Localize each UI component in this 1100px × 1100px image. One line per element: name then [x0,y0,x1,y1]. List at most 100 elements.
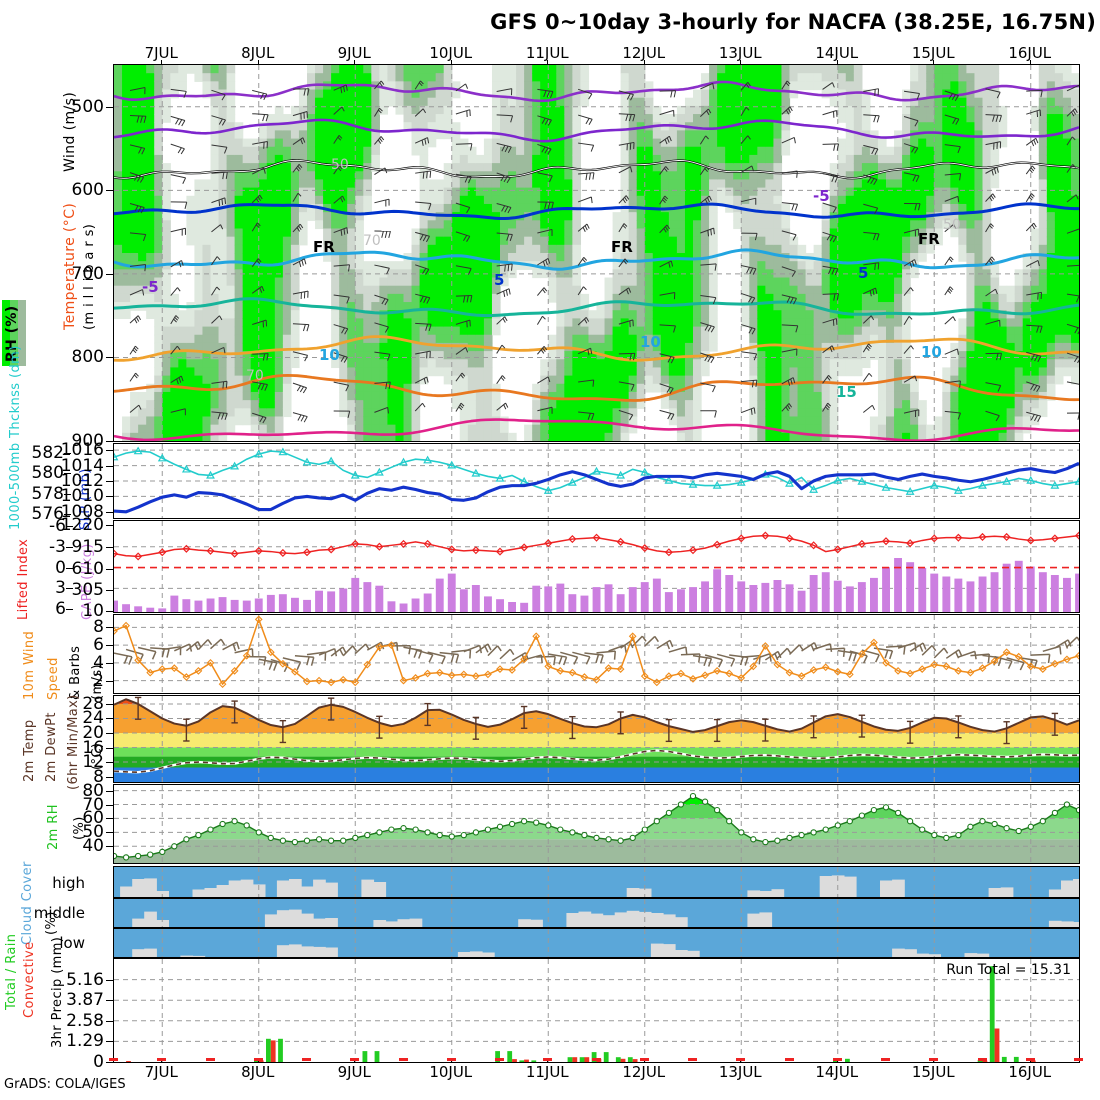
lifted-index-tick--3: -3 [49,536,66,557]
axis-tick [106,703,113,705]
time-tick [740,60,742,65]
time-label-bottom-12JUL: 12JUL [622,1063,666,1081]
time-minor-tick [591,1058,601,1061]
contour-label-6: 5 [858,264,869,282]
time-minor-tick [109,1058,118,1061]
axis-tick [106,718,113,720]
time-minor-tick [977,1058,987,1061]
rh2m-tick-80: 80 [82,780,104,801]
contour-label-13: 70 [246,368,264,384]
time-tick [161,60,163,65]
temp2m-tick-20: 20 [82,723,104,743]
rh2m-tick-40: 40 [82,836,104,857]
contour-label-7: 10 [319,346,340,364]
axis-tick [106,496,113,498]
contour-label-10: 15 [836,383,857,401]
time-minor-tick [688,1058,697,1061]
time-label-bottom-14JUL: 14JUL [815,1063,859,1081]
axis-tick [106,190,113,192]
axis-tick [106,106,113,108]
temp2m-label: 2m Temp [22,719,37,782]
precip-total-label: Total / Rain [4,933,19,1010]
axis-tick [106,465,113,467]
cloud-row-label-high: high [52,874,85,892]
contour-label-9: 10 [921,343,942,361]
time-minor-tick [157,1058,167,1061]
lifted-index-tick--6: -6 [49,515,66,536]
pressure-tick-800: 800 [71,347,104,368]
axis-tick [106,832,113,834]
cloud-high-panel[interactable] [113,866,1080,898]
contour-label-5: 5 [494,271,505,289]
pressure-tick-500: 500 [71,96,104,117]
lifted-index-tick-0: 0 [55,557,66,578]
lifted-index-label: Lifted Index [16,538,31,620]
upper-air-panel[interactable] [113,64,1080,442]
slp-tick-1016: 1016 [60,440,104,461]
time-tick [933,60,935,65]
time-label-bottom-11JUL: 11JUL [525,1063,569,1081]
axis-tick [106,680,113,682]
pressure-tick-600: 600 [71,180,104,201]
time-label-top-8JUL: 8JUL [241,44,275,62]
cape-tick-915: 915 [71,536,104,557]
thickness-tick-576: 576 [31,503,64,524]
time-label-bottom-16JUL: 16JUL [1008,1063,1052,1081]
time-minor-tick [398,1058,408,1061]
axis-tick [106,747,113,749]
lifted-index-tick-6: 6 [55,599,66,620]
time-minor-tick [302,1058,311,1061]
grads-credit: GrADS: COLA/IGES [4,1077,126,1092]
cloud-middle-panel[interactable] [113,898,1080,928]
wind10m-panel[interactable] [113,614,1080,694]
precip-tick-1.29: 1.29 [66,1031,104,1052]
axis-tick [106,441,113,442]
rh2m-panel[interactable] [113,784,1080,864]
precip-panel[interactable]: Run Total = 15.31 [113,958,1080,1063]
time-label-top-9JUL: 9JUL [337,44,371,62]
cape-lifted-index-panel[interactable] [113,520,1080,613]
precip-tick-0: 0 [93,1052,104,1072]
time-minor-tick [1074,1058,1083,1061]
time-label-bottom-9JUL: 9JUL [337,1063,371,1081]
time-minor-tick [881,1058,890,1061]
time-tick [643,60,645,65]
wind-tick-8: 8 [93,617,104,638]
slp-thickness-panel[interactable] [113,443,1080,519]
axis-tick [106,1000,113,1002]
contour-label-2: FR [313,238,335,256]
axis-tick [106,804,113,806]
precip-tick-5.16: 5.16 [66,969,104,990]
time-tick [836,60,838,65]
thickness-label: 1000-500mb Thcknss (dm) [8,345,23,530]
time-tick [354,60,356,65]
wind10m-label-b: Speed [46,657,61,700]
time-label-top-13JUL: 13JUL [718,44,762,62]
minmax-label: (6hr Min/Max) [66,694,81,790]
axis-tick [106,776,113,778]
axis-tick [106,627,113,629]
cape-tick-305: 305 [71,580,104,601]
time-minor-tick [929,1058,939,1061]
axis-tick [106,590,113,592]
axis-tick [64,513,71,515]
wind-tick-6: 6 [93,635,104,656]
axis-tick [106,1041,113,1043]
axis-tick [106,662,113,664]
temp2m-tick-24: 24 [82,708,104,729]
axis-tick [106,511,113,513]
axis-tick [106,450,113,452]
cloud-row-label-middle: middle [33,904,85,922]
contour-label-0: -5 [142,278,159,296]
time-minor-tick [543,1058,553,1061]
cloud-low-panel[interactable] [113,928,1080,958]
axis-tick [66,588,73,590]
time-tick [257,60,259,65]
contour-label-8: 10 [640,333,661,351]
temp2m-panel[interactable] [113,695,1080,783]
time-minor-tick [446,1058,456,1061]
pressure-tick-900: 900 [71,431,104,451]
wind10m-label-c: & Barbs [68,645,83,700]
cape-tick-1220: 1220 [60,515,104,536]
